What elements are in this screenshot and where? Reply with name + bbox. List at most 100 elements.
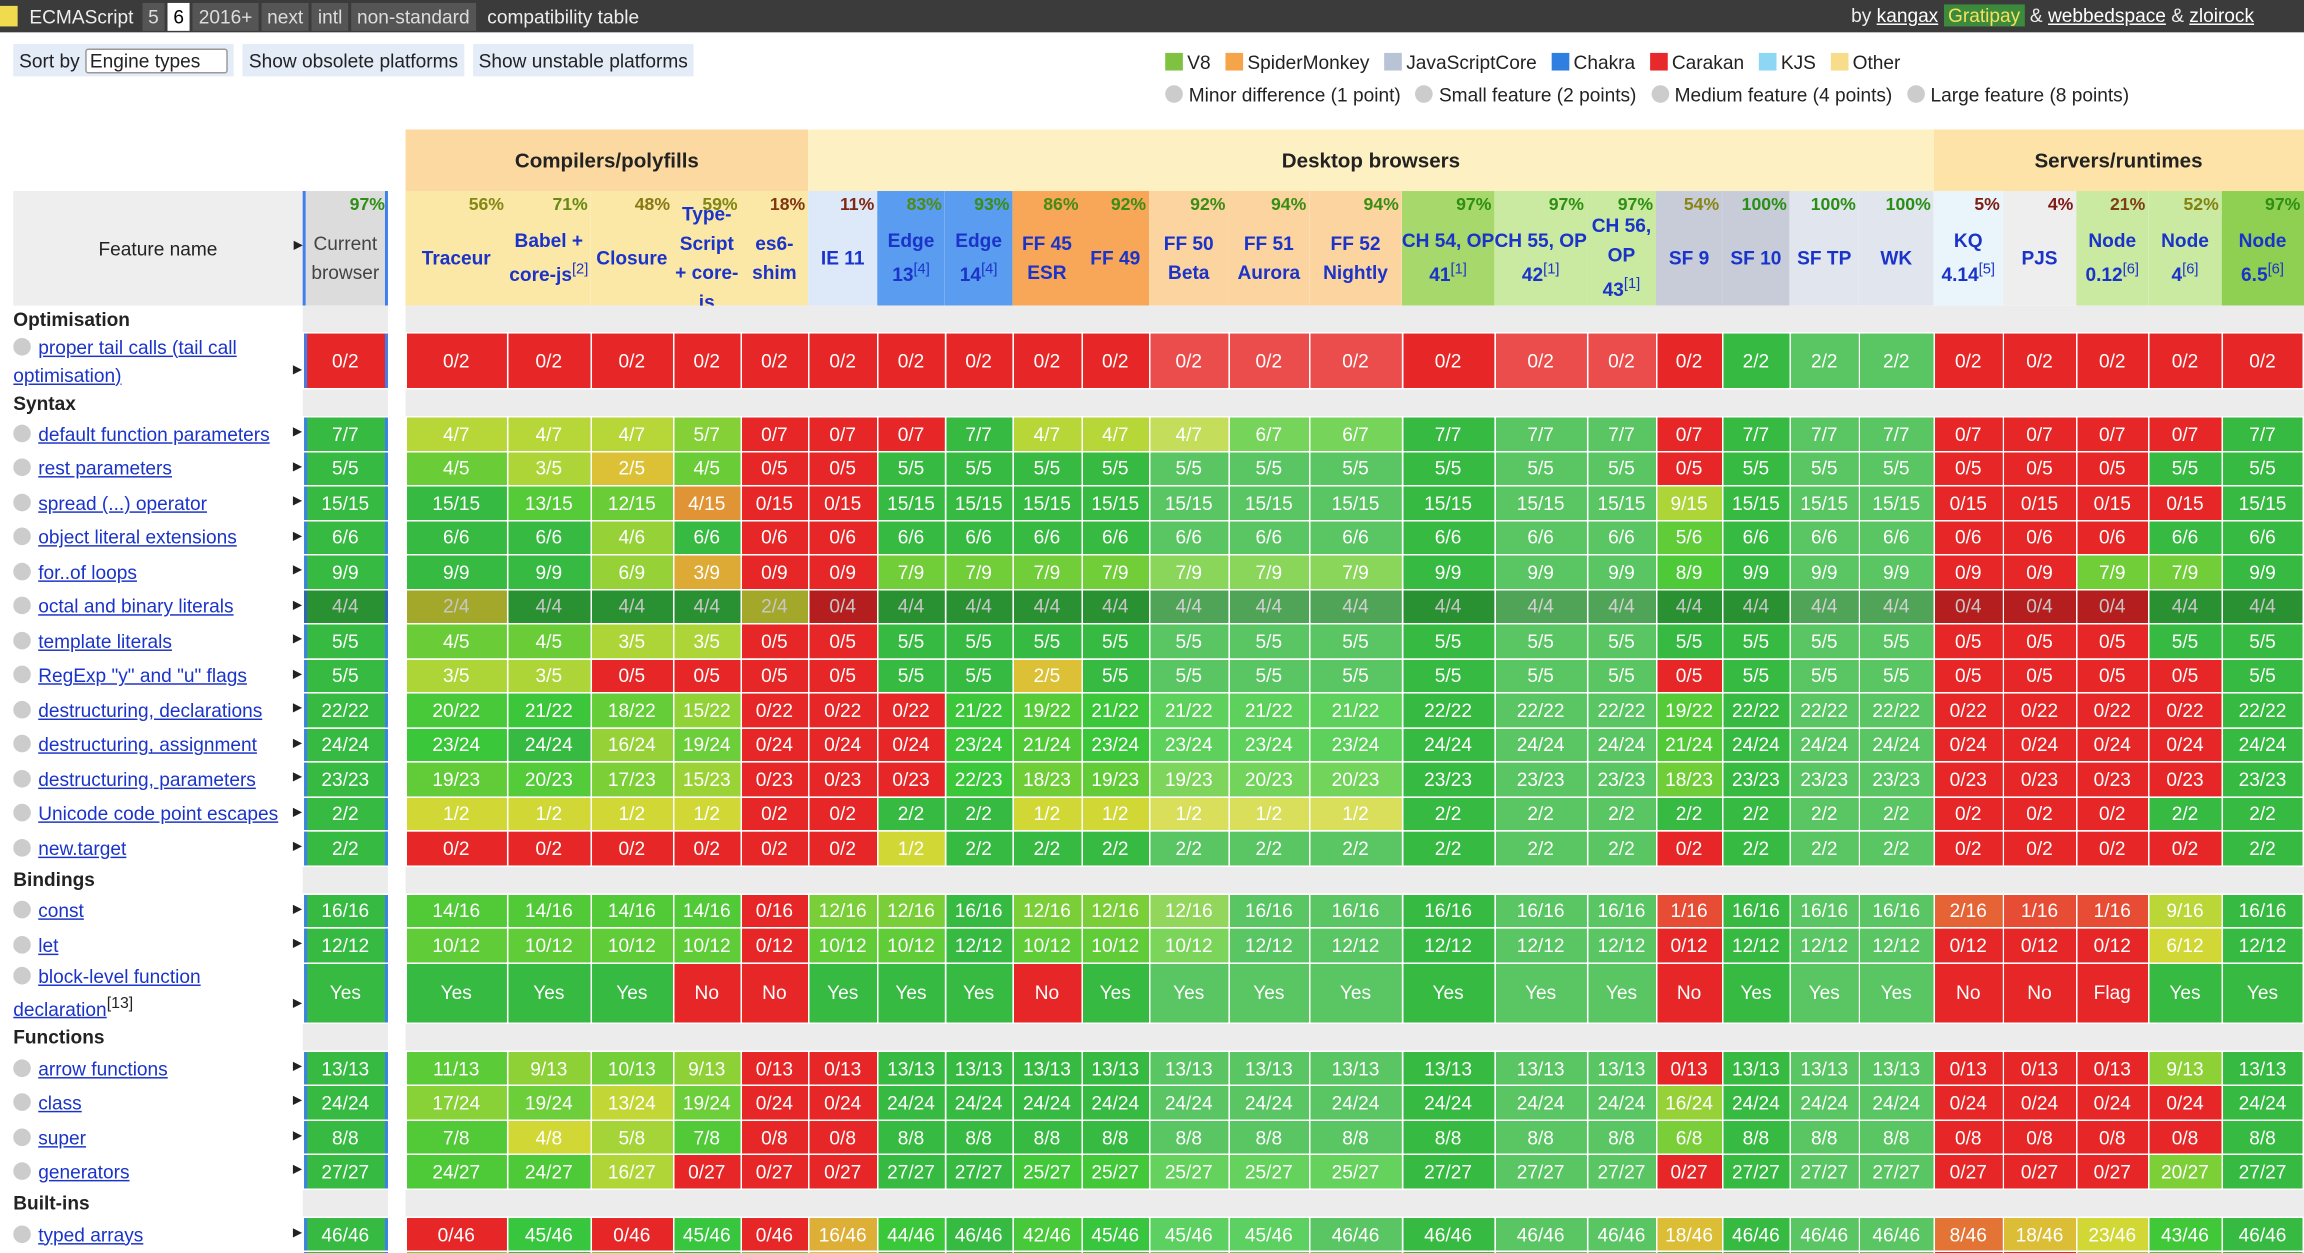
feature-link[interactable]: default function parameters bbox=[38, 422, 270, 445]
column-header[interactable]: 100% WK bbox=[1858, 191, 1934, 306]
feature-link[interactable]: arrow functions bbox=[38, 1057, 168, 1080]
column-header[interactable]: 54% SF 9 bbox=[1656, 191, 1723, 306]
feature-link[interactable]: class bbox=[38, 1091, 82, 1114]
column-header[interactable]: 56% Traceur bbox=[405, 191, 507, 306]
toggle-arrow[interactable]: ▶ bbox=[292, 700, 302, 715]
column-header[interactable]: 97% CH 56, OP 43[1] bbox=[1586, 191, 1657, 306]
result-cell: 7/7 bbox=[1401, 415, 1496, 452]
feature-link[interactable]: destructuring, declarations bbox=[38, 699, 263, 722]
toggle-arrow[interactable]: ▶ bbox=[292, 1059, 302, 1073]
result-cell: 9/13 bbox=[672, 1050, 742, 1087]
feature-link[interactable]: super bbox=[38, 1126, 87, 1149]
column-header[interactable]: 59% Type-Script + core-js bbox=[672, 191, 741, 306]
unstable-toggle[interactable]: Show unstable platforms bbox=[472, 44, 694, 77]
feature-link[interactable]: destructuring, parameters bbox=[38, 768, 256, 791]
toggle-arrow[interactable]: ▶ bbox=[292, 493, 302, 507]
nav-item[interactable]: non-standard bbox=[351, 2, 476, 31]
toggle-arrow[interactable]: ▶ bbox=[292, 1093, 302, 1107]
column-header[interactable]: 100% SF TP bbox=[1789, 191, 1859, 306]
column-header[interactable]: 93% Edge 14[4] bbox=[944, 191, 1013, 306]
feature-link[interactable]: rest parameters bbox=[38, 457, 172, 480]
result-cell: 0/2 bbox=[404, 332, 508, 390]
feature-link[interactable]: Unicode code point escapes bbox=[38, 802, 279, 825]
feature-link[interactable]: block-level function declaration bbox=[13, 965, 201, 1021]
credit-gratipay[interactable]: Gratipay bbox=[1943, 4, 2025, 27]
credit-author[interactable]: kangax bbox=[1876, 4, 1939, 27]
toggle-arrow[interactable]: ▶ bbox=[292, 839, 302, 853]
column-header[interactable]: 18% es6-shim bbox=[740, 191, 809, 306]
toggle-arrow[interactable]: ▶ bbox=[292, 631, 302, 646]
result-cell: 0/27 bbox=[672, 1153, 742, 1190]
column-header[interactable]: 5% KQ 4.14[5] bbox=[1933, 191, 2003, 306]
feature-link[interactable]: destructuring, assignment bbox=[38, 733, 257, 756]
column-header[interactable]: 71% Babel + core-js[2] bbox=[506, 191, 591, 306]
column-header[interactable]: 52% Node 4[6] bbox=[2148, 191, 2222, 306]
column-header[interactable]: 48% Closure bbox=[590, 191, 673, 306]
feature-link[interactable]: for..of loops bbox=[38, 560, 137, 583]
feature-link[interactable]: octal and binary literals bbox=[38, 595, 234, 618]
column-header[interactable]: 97% CH 55, OP 42[1] bbox=[1494, 191, 1587, 306]
toggle-arrow[interactable]: ▶ bbox=[292, 735, 302, 749]
toggle-arrow[interactable]: ▶ bbox=[292, 996, 302, 1010]
nav-item[interactable]: 2016+ bbox=[192, 2, 259, 31]
result-cell: 0/27 bbox=[2075, 1153, 2149, 1190]
toggle-arrow[interactable]: ▶ bbox=[292, 901, 302, 915]
column-header[interactable]: 11% IE 11 bbox=[808, 191, 878, 306]
nav-item[interactable]: 6 bbox=[167, 2, 190, 31]
result-cell: 19/23 bbox=[1080, 761, 1150, 798]
toggle-arrow[interactable]: ▶ bbox=[292, 362, 302, 376]
toggle-arrow[interactable]: ▶ bbox=[292, 1162, 302, 1176]
result-cell: 12/16 bbox=[1080, 892, 1150, 929]
legend-item: KJS bbox=[1758, 51, 1816, 73]
column-header[interactable]: 100% SF 10 bbox=[1722, 191, 1790, 306]
feature-link[interactable]: proper tail calls (tail call optimisatio… bbox=[13, 335, 237, 386]
toggle-arrow[interactable]: ▶ bbox=[292, 528, 302, 542]
column-header[interactable]: 97% CH 54, OP 41[1] bbox=[1401, 191, 1495, 306]
toggle-arrow[interactable]: ▶ bbox=[292, 666, 302, 680]
column-header[interactable]: 97% Node 6.5[6] bbox=[2221, 191, 2304, 306]
toggle-arrow[interactable]: ▶ bbox=[292, 424, 302, 438]
sort-select[interactable]: Engine types bbox=[85, 47, 229, 73]
nav-item[interactable]: next bbox=[261, 2, 310, 31]
result-cell: 9/13 bbox=[506, 1050, 592, 1087]
score: 97% bbox=[1548, 193, 1585, 215]
toggle-arrow[interactable]: ▶ bbox=[292, 459, 302, 473]
toggle-arrow[interactable]: ▶ bbox=[292, 1128, 302, 1142]
column-header[interactable]: 92% FF 50 Beta bbox=[1149, 191, 1229, 306]
result-cell: 9/9 bbox=[1586, 553, 1657, 590]
toggle-arrow[interactable]: ▶ bbox=[292, 1225, 302, 1239]
feature-link[interactable]: template literals bbox=[38, 630, 172, 653]
toggle-arrow[interactable]: ▶ bbox=[292, 769, 302, 784]
feature-link[interactable]: new.target bbox=[38, 837, 127, 860]
obsolete-toggle[interactable]: Show obsolete platforms bbox=[242, 44, 464, 77]
toggle-arrow[interactable]: ▶ bbox=[292, 804, 302, 818]
nav-item[interactable]: 5 bbox=[142, 2, 165, 31]
result-cell: 0/2 bbox=[944, 332, 1014, 390]
toggle-arrow[interactable]: ▶ bbox=[292, 936, 302, 950]
column-header[interactable]: 86% FF 45 ESR bbox=[1012, 191, 1082, 306]
column-header[interactable]: 83% Edge 13[4] bbox=[877, 191, 945, 306]
result-cell: 0/24 bbox=[2002, 726, 2077, 763]
column-header[interactable]: 94% FF 52 Nightly bbox=[1309, 191, 1402, 306]
feature-link[interactable]: RegExp "y" and "u" flags bbox=[38, 664, 247, 687]
feature-link[interactable]: let bbox=[38, 934, 59, 957]
result-cell: 27/27 bbox=[1586, 1153, 1657, 1190]
feature-link[interactable]: spread (...) operator bbox=[38, 491, 208, 514]
toggle-arrow[interactable]: ▶ bbox=[292, 562, 302, 577]
column-header[interactable]: 92% FF 49 bbox=[1081, 191, 1150, 306]
result-cell: 4/4 bbox=[876, 588, 946, 625]
credit-site[interactable]: webbedspace bbox=[2047, 4, 2166, 27]
column-header[interactable]: 21% Node 0.12[6] bbox=[2076, 191, 2149, 306]
result-cell: 0/22 bbox=[2002, 692, 2077, 729]
column-header[interactable]: 4% PJS bbox=[2002, 191, 2077, 306]
feature-link[interactable]: generators bbox=[38, 1160, 130, 1183]
column-name-text: FF 50 Beta bbox=[1149, 229, 1228, 288]
feature-link[interactable]: object literal extensions bbox=[38, 526, 237, 549]
feature-link[interactable]: typed arrays bbox=[38, 1223, 144, 1246]
feature-link[interactable]: const bbox=[38, 899, 84, 922]
credit-contributor[interactable]: zloirock bbox=[2189, 4, 2255, 27]
nav-item[interactable]: intl bbox=[312, 2, 349, 31]
column-header[interactable]: 94% FF 51 Aurora bbox=[1228, 191, 1310, 306]
result-cell: 2/2 bbox=[1011, 830, 1083, 867]
toggle-arrow[interactable]: ▶ bbox=[292, 597, 302, 611]
